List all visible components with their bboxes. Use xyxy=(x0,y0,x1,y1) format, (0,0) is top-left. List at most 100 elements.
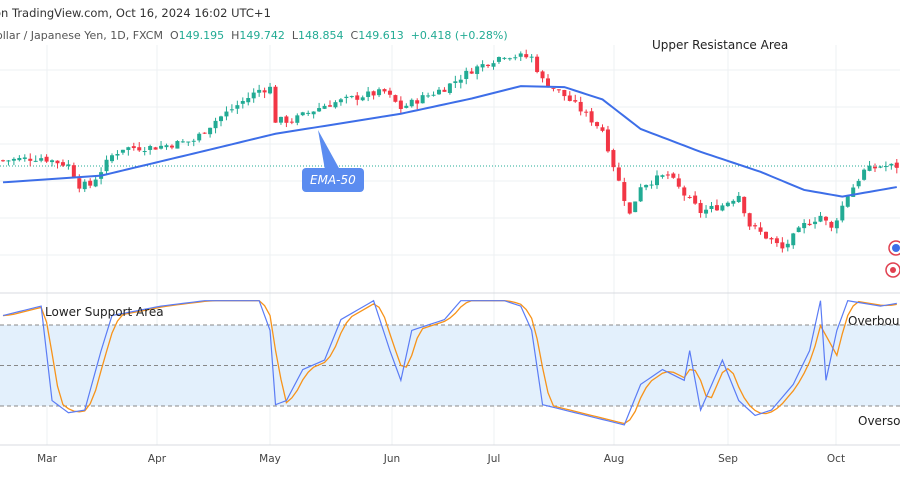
candle-body xyxy=(246,98,251,103)
candle-body xyxy=(704,209,709,214)
candle-body xyxy=(524,54,529,58)
candle-body xyxy=(633,201,638,213)
candle-body xyxy=(556,89,561,91)
candle-body xyxy=(409,99,414,107)
candle-body xyxy=(589,111,594,123)
candle-body xyxy=(110,155,114,162)
candle-body xyxy=(22,157,27,159)
candle-body xyxy=(398,100,403,109)
candle-body xyxy=(208,127,213,135)
lower-support-label: Lower Support Area xyxy=(45,305,164,319)
candle-body xyxy=(66,164,71,166)
oversold-label: Oversol xyxy=(858,414,900,428)
candle-body xyxy=(377,89,382,96)
candle-body xyxy=(322,105,327,109)
high-label: H xyxy=(231,29,240,42)
candle-body xyxy=(507,58,512,60)
candle-body xyxy=(82,181,87,190)
candle-body xyxy=(382,89,387,92)
candle-body xyxy=(867,165,872,171)
candle-body xyxy=(753,225,758,227)
candle-body xyxy=(180,141,185,143)
candle-body xyxy=(458,79,463,83)
open-value: 149.195 xyxy=(178,29,225,42)
candle-body xyxy=(235,105,240,109)
candle-body xyxy=(186,141,191,143)
candle-body xyxy=(175,141,180,149)
candle-body xyxy=(93,179,98,187)
symbol: ollar / Japanese Yen, 1D, FXCM xyxy=(0,29,163,42)
candle-body xyxy=(584,111,589,113)
candle-body xyxy=(518,53,523,57)
candle-body xyxy=(889,163,894,166)
candle-body xyxy=(785,243,790,248)
event-icon-dot xyxy=(890,267,896,273)
candle-body xyxy=(562,89,567,97)
candle-body xyxy=(747,213,752,227)
candle-body xyxy=(213,120,218,129)
candle-body xyxy=(644,184,649,188)
candle-body xyxy=(856,180,861,187)
high-value: 149.742 xyxy=(239,29,285,42)
candle-body xyxy=(660,175,665,177)
candle-body xyxy=(546,78,550,88)
candle-body xyxy=(676,178,681,187)
candle-body xyxy=(687,196,692,198)
candle-body xyxy=(829,221,834,228)
candle-body xyxy=(731,200,736,204)
candle-body xyxy=(55,160,60,164)
candle-body xyxy=(333,102,338,108)
candle-body xyxy=(240,101,245,104)
candle-body xyxy=(437,89,441,95)
candle-body xyxy=(393,95,398,102)
candle-body xyxy=(229,109,234,111)
candle-body xyxy=(28,158,33,161)
candle-body xyxy=(818,215,823,222)
candle-body xyxy=(60,162,65,166)
candle-body xyxy=(284,116,289,123)
candle-body xyxy=(104,159,109,172)
close-label: C xyxy=(350,29,359,42)
candle-body xyxy=(142,151,147,153)
candle-body xyxy=(758,227,763,232)
candle-body xyxy=(202,132,207,134)
candle-body xyxy=(191,140,196,142)
candle-body xyxy=(622,182,627,201)
candle-body xyxy=(475,66,480,74)
candle-body xyxy=(371,91,376,96)
low-label: L xyxy=(291,29,299,42)
x-tick-label: Aug xyxy=(604,453,625,465)
candle-body xyxy=(404,105,409,108)
chart-source: on TradingView.com, Oct 16, 2024 16:02 U… xyxy=(0,6,271,20)
candle-body xyxy=(883,166,888,168)
candle-body xyxy=(894,162,899,168)
candle-body xyxy=(71,165,76,178)
candle-body xyxy=(387,90,392,95)
x-tick-label: Jul xyxy=(487,453,501,465)
candle-body xyxy=(464,70,469,79)
candle-body xyxy=(595,122,600,127)
candle-body xyxy=(802,222,807,229)
candle-body xyxy=(131,146,136,149)
candle-body xyxy=(655,175,659,186)
candle-body xyxy=(169,145,174,148)
candle-body xyxy=(873,166,877,169)
candle-body xyxy=(251,92,256,99)
change-value: +0.418 (+0.28%) xyxy=(410,29,508,42)
candle-body xyxy=(148,146,153,150)
candle-body xyxy=(447,83,452,93)
candle-body xyxy=(420,95,425,104)
candle-body xyxy=(1,160,5,162)
candle-body xyxy=(11,158,16,161)
candle-body xyxy=(714,205,719,211)
candle-body xyxy=(415,100,420,104)
candle-body xyxy=(693,195,698,204)
candle-body xyxy=(366,91,371,98)
candle-body xyxy=(540,71,545,79)
open-label: O xyxy=(169,29,179,42)
candle-body xyxy=(311,111,316,115)
candle-body xyxy=(50,160,55,163)
candle-body xyxy=(780,242,785,249)
candle-body xyxy=(120,149,125,153)
